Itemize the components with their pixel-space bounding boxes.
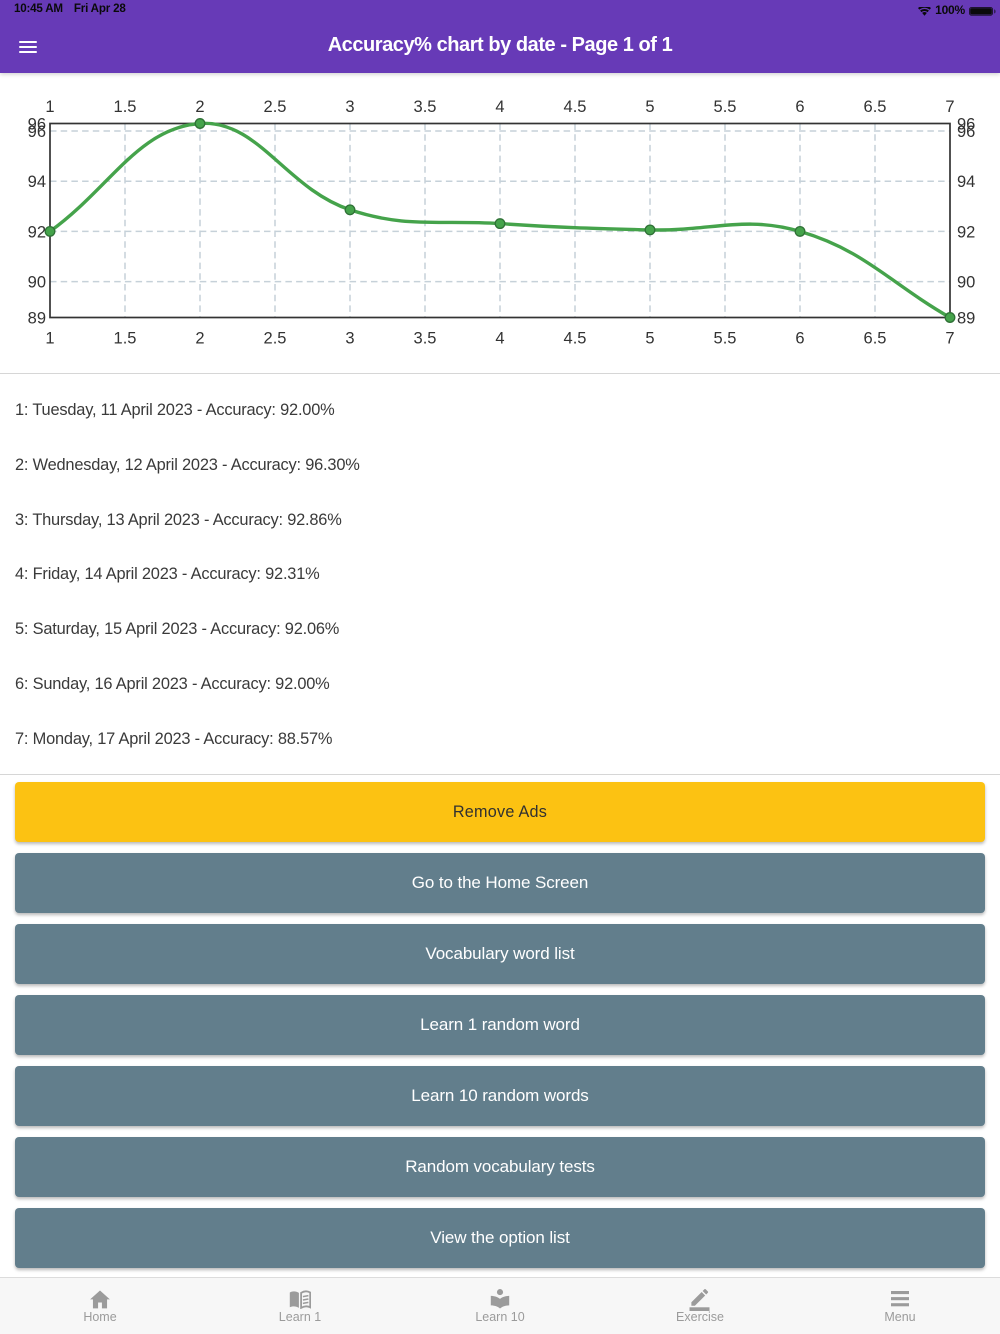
svg-text:2.5: 2.5 bbox=[264, 330, 287, 348]
svg-text:1.5: 1.5 bbox=[114, 330, 137, 348]
svg-text:6.5: 6.5 bbox=[864, 330, 887, 348]
svg-text:3.5: 3.5 bbox=[414, 330, 437, 348]
svg-text:6: 6 bbox=[795, 98, 804, 116]
svg-text:94: 94 bbox=[957, 173, 975, 191]
svg-text:4.5: 4.5 bbox=[564, 330, 587, 348]
svg-text:1: 1 bbox=[45, 330, 54, 348]
svg-text:3: 3 bbox=[345, 98, 354, 116]
svg-text:90: 90 bbox=[28, 274, 46, 292]
svg-text:7: 7 bbox=[945, 330, 954, 348]
svg-text:5: 5 bbox=[645, 330, 654, 348]
svg-text:94: 94 bbox=[28, 173, 46, 191]
svg-text:4: 4 bbox=[495, 98, 504, 116]
svg-text:1.5: 1.5 bbox=[114, 98, 137, 116]
svg-text:92: 92 bbox=[28, 223, 46, 241]
svg-text:5.5: 5.5 bbox=[714, 330, 737, 348]
svg-text:96: 96 bbox=[28, 116, 46, 134]
svg-text:7: 7 bbox=[945, 98, 954, 116]
svg-text:6: 6 bbox=[795, 330, 804, 348]
svg-text:4: 4 bbox=[495, 330, 504, 348]
svg-text:3: 3 bbox=[345, 330, 354, 348]
svg-text:4.5: 4.5 bbox=[564, 98, 587, 116]
svg-text:89: 89 bbox=[957, 310, 975, 328]
svg-text:92: 92 bbox=[957, 223, 975, 241]
svg-text:6.5: 6.5 bbox=[864, 98, 887, 116]
svg-text:2: 2 bbox=[195, 330, 204, 348]
svg-text:2.5: 2.5 bbox=[264, 98, 287, 116]
svg-text:2: 2 bbox=[195, 98, 204, 116]
svg-text:90: 90 bbox=[957, 274, 975, 292]
svg-text:1: 1 bbox=[45, 98, 54, 116]
svg-text:5.5: 5.5 bbox=[714, 98, 737, 116]
svg-text:96: 96 bbox=[957, 116, 975, 134]
svg-text:3.5: 3.5 bbox=[414, 98, 437, 116]
svg-text:96: 96 bbox=[28, 123, 46, 141]
svg-text:89: 89 bbox=[28, 310, 46, 328]
svg-text:96: 96 bbox=[957, 123, 975, 141]
svg-text:5: 5 bbox=[645, 98, 654, 116]
